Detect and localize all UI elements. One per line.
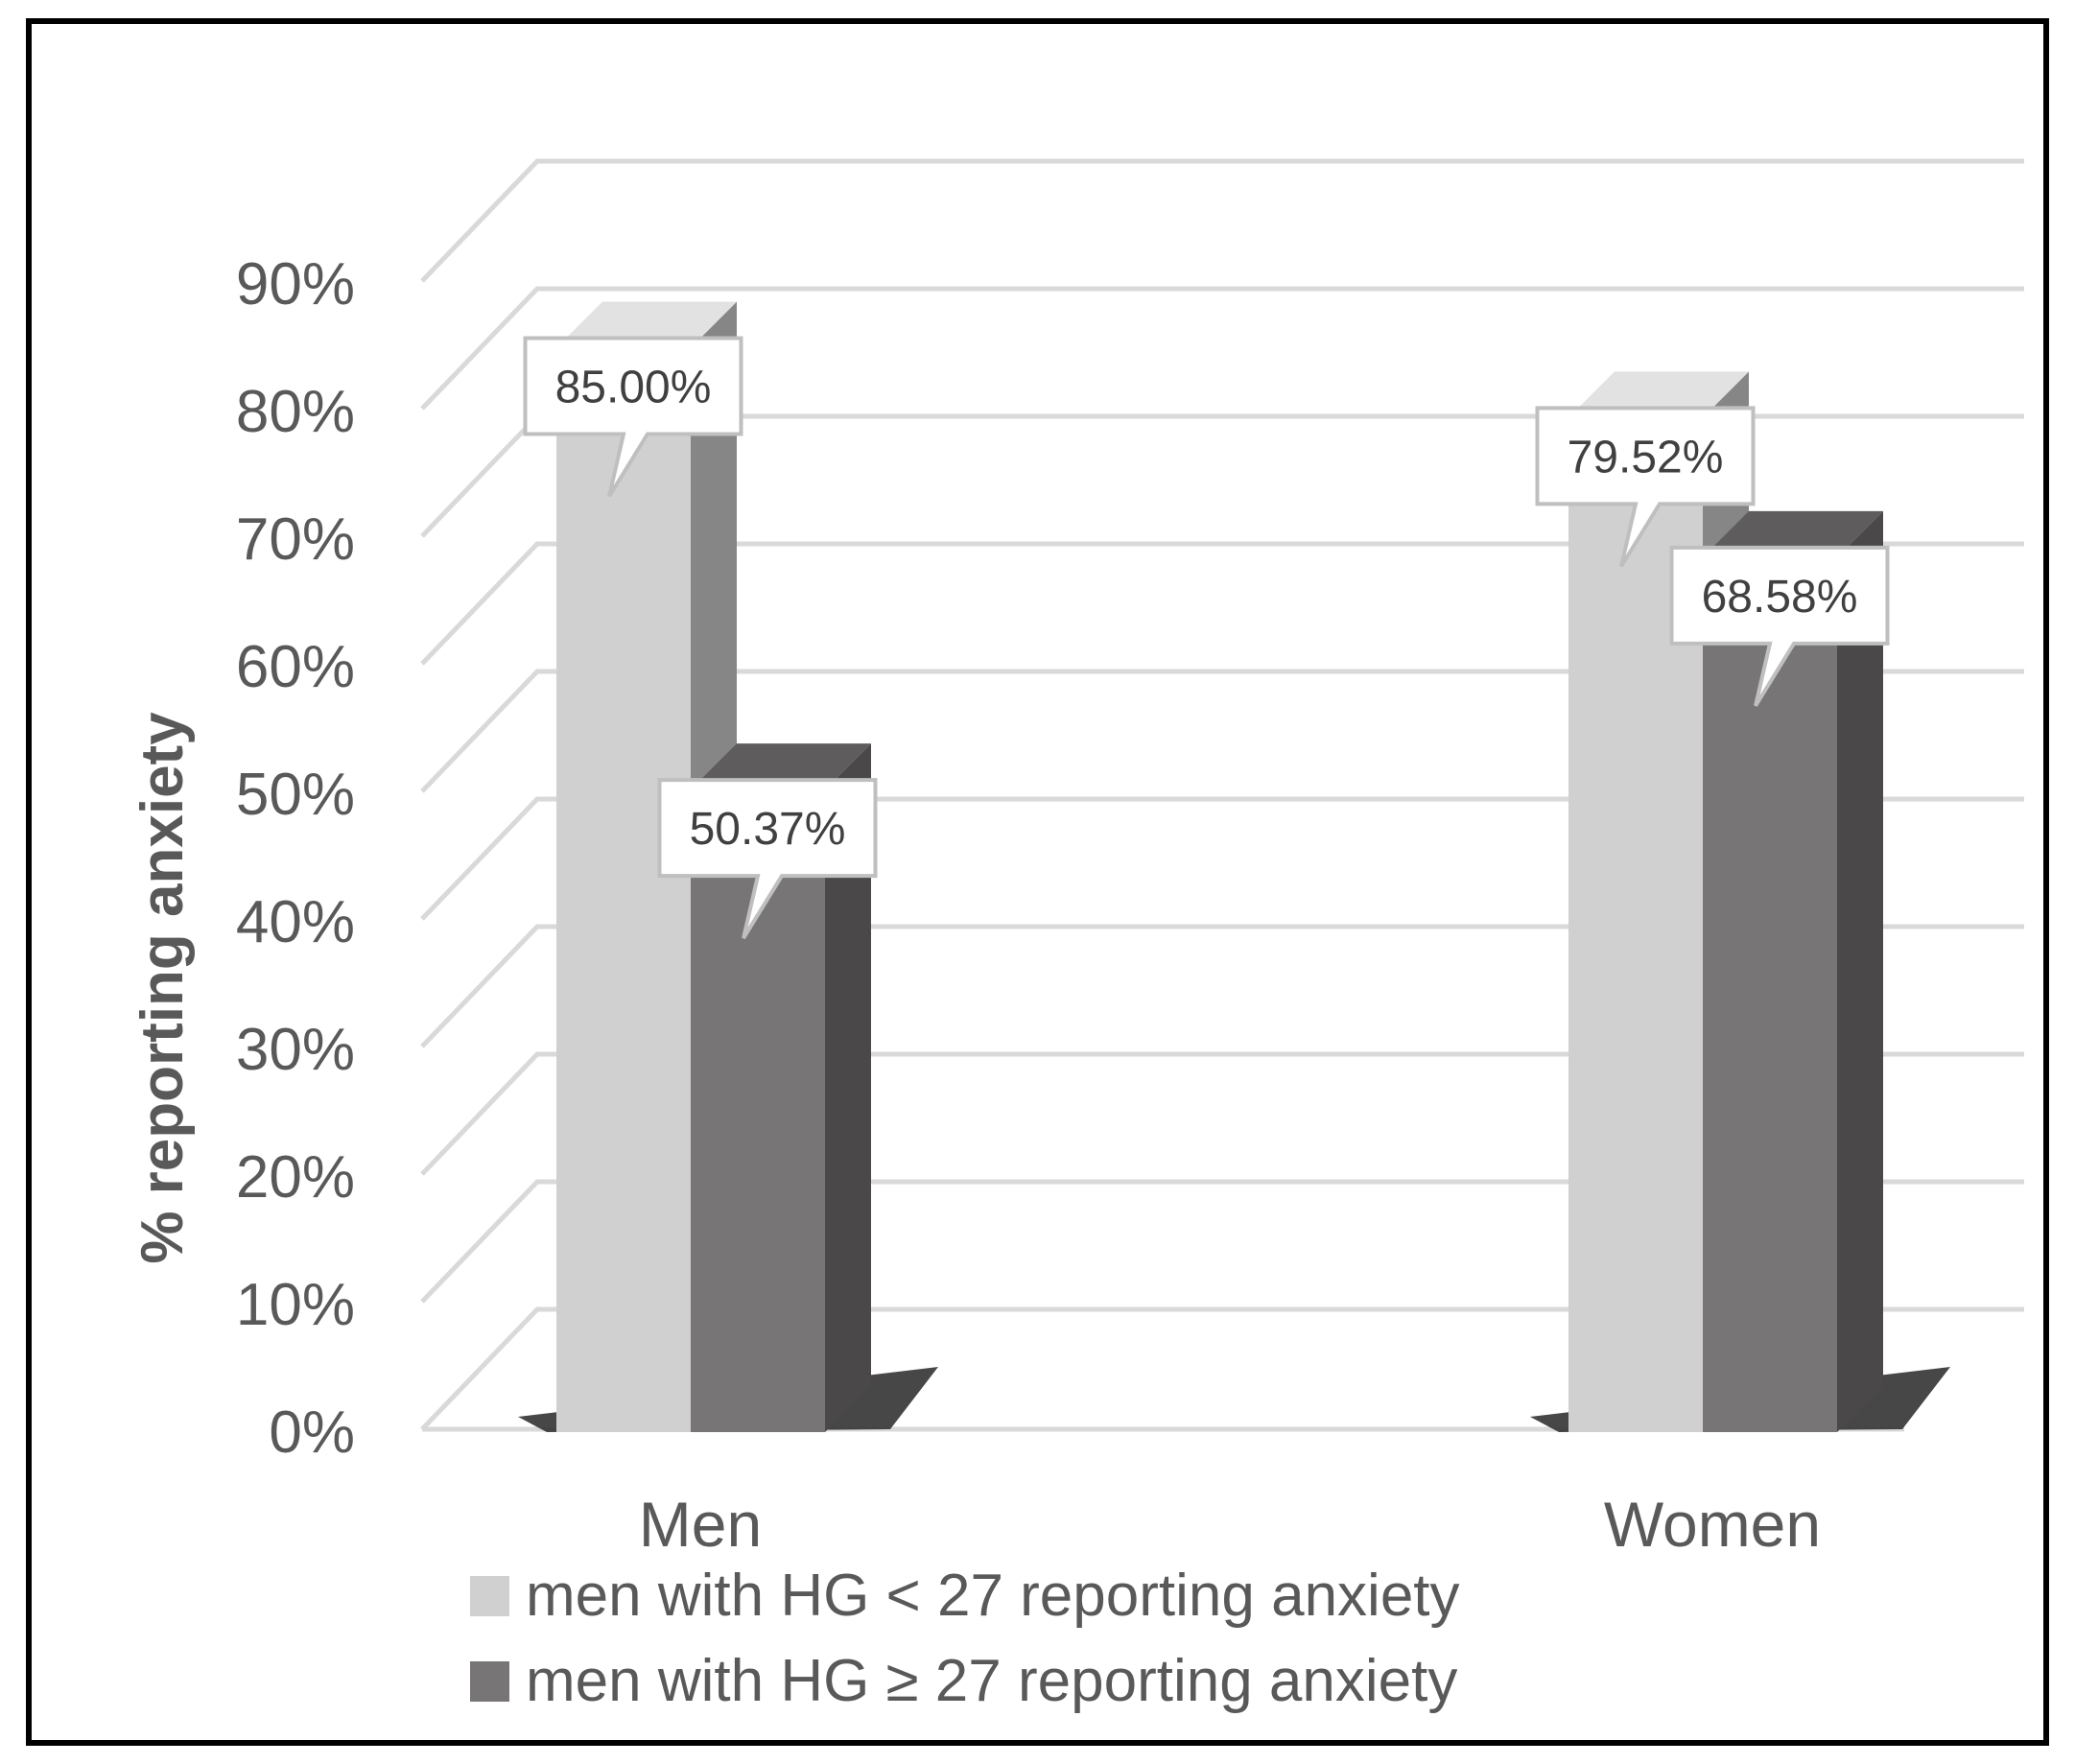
- category-label-women: Women: [1604, 1489, 1821, 1560]
- gridline: [420, 1179, 2024, 1304]
- gridline: [420, 541, 2024, 666]
- y-tick-label: 80%: [236, 379, 355, 445]
- y-tick-label: 30%: [236, 1017, 355, 1083]
- y-tick-label: 20%: [236, 1144, 355, 1211]
- data-label-women-series-1: 68.58%: [1669, 545, 1890, 707]
- y-tick-label: 0%: [269, 1399, 355, 1466]
- gridline: [420, 1306, 2024, 1431]
- callout-box: [1535, 406, 1756, 568]
- y-tick-label: 50%: [236, 762, 355, 828]
- legend-label-hg-below-27: men with HG < 27 reporting anxiety: [526, 1563, 1460, 1629]
- data-label-text: 68.58%: [1702, 572, 1858, 623]
- data-label-text: 85.00%: [555, 363, 712, 413]
- data-labels: 85.00% 50.37% 79.52% 68.58%: [523, 336, 1890, 940]
- x-axis-categories: Men Women: [639, 1489, 1821, 1560]
- callout-box: [657, 778, 878, 940]
- gridline: [420, 669, 2024, 793]
- gridline: [420, 286, 2024, 411]
- data-label-text: 50.37%: [690, 804, 846, 855]
- data-label-text: 79.52%: [1568, 432, 1724, 482]
- y-tick-label: 90%: [236, 251, 355, 318]
- legend-label-hg-27-or-above: men with HG ≥ 27 reporting anxiety: [526, 1648, 1457, 1714]
- bar-front: [556, 347, 691, 1432]
- bar-side: [1837, 510, 1883, 1432]
- y-tick-label: 10%: [236, 1272, 355, 1338]
- y-axis-label: % reporting anxiety: [130, 712, 196, 1264]
- gridline: [420, 1051, 2024, 1176]
- y-tick-label: 40%: [236, 889, 355, 955]
- category-label-men: Men: [639, 1489, 762, 1560]
- gridline: [420, 924, 2024, 1048]
- legend-swatch-hg-below-27: [470, 1576, 509, 1616]
- y-tick-label: 60%: [236, 634, 355, 700]
- gridline: [420, 796, 2024, 921]
- y-axis-ticks: 0% 10% 20% 30% 40% 50% 60% 70% 80% 90%: [236, 251, 355, 1466]
- bar-side: [825, 743, 871, 1432]
- y-tick-label: 70%: [236, 506, 355, 573]
- data-label-men-series-0: 85.00%: [523, 336, 743, 498]
- bar-women-series-1: [1703, 510, 1883, 1432]
- data-label-men-series-1: 50.37%: [657, 778, 878, 940]
- callout-box: [1669, 545, 1890, 707]
- data-label-women-series-0: 79.52%: [1535, 406, 1756, 568]
- callout-box: [523, 336, 743, 498]
- bar-front: [1703, 556, 1837, 1432]
- legend-swatch-hg-27-or-above: [470, 1661, 509, 1702]
- legend: men with HG < 27 reporting anxiety men w…: [470, 1563, 1460, 1714]
- gridline: [420, 158, 2024, 283]
